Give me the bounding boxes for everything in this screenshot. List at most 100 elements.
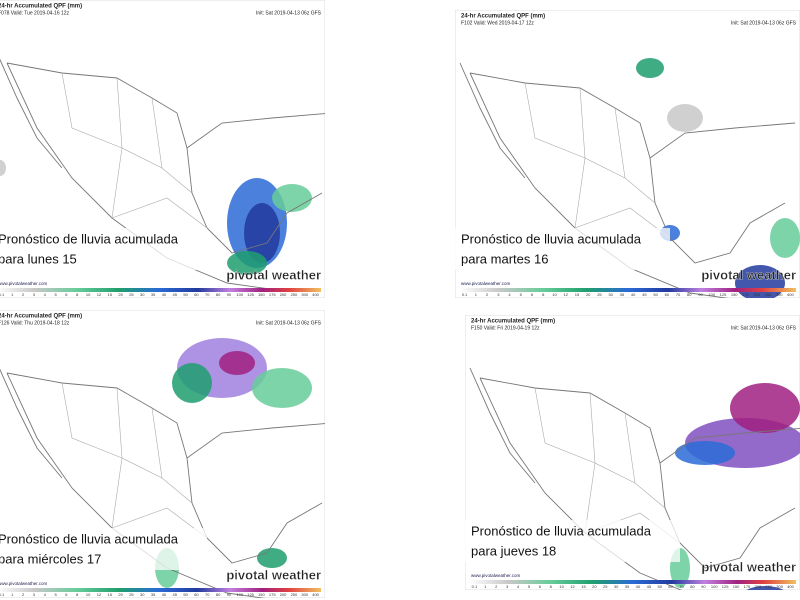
source-url: www.pivotalweather.com [461,281,511,286]
colorbar-label: 4 [44,592,47,597]
rain-area [244,203,280,263]
rain-area [0,160,6,176]
panel-title: 24-hr Accumulated QPF (mm) [0,314,82,320]
colorbar-label: 8 [542,292,545,297]
colorbar-label: 70 [205,292,210,297]
colorbar [469,580,796,584]
colorbar-label: 3 [506,584,509,589]
caption-line: para lunes 15 [0,251,77,266]
rain-area [257,548,287,568]
colorbar-label: 12 [570,584,575,589]
colorbar-label: 4 [508,292,511,297]
colorbar-label: 6 [539,584,542,589]
colorbar-label: 300 [776,584,783,589]
colorbar-label: 6 [65,292,68,297]
colorbar-label: 90 [698,292,703,297]
colorbar-label: 250 [291,292,298,297]
colorbar-label: 30 [614,584,619,589]
map [0,58,325,291]
panel-valid: F102 Valid: Wed 2019-04-17 12z [461,20,534,26]
colorbar-label: 15 [108,292,113,297]
colorbar-label: 70 [205,592,210,597]
colorbar-label: 5 [54,292,57,297]
colorbar-label: 250 [765,292,772,297]
colorbar-label: 250 [765,584,772,589]
colorbar-label: 12 [563,292,568,297]
colorbar-label: 200 [280,592,287,597]
colorbar-label: 125 [722,584,729,589]
colorbar-label: 400 [787,292,794,297]
colorbar-label: 400 [312,292,319,297]
colorbar-label: 45 [647,584,652,589]
colorbar-label: 35 [151,292,156,297]
colorbar-label: 10 [559,584,564,589]
colorbar-label: 15 [581,584,586,589]
colorbar-label: 20 [592,584,597,589]
colorbar-label: 40 [162,592,167,597]
colorbar-label: 2 [486,292,489,297]
colorbar-label: 90 [227,592,232,597]
caption-background [0,228,207,270]
colorbar-label: 12 [97,592,102,597]
colorbar-label: 175 [742,292,749,297]
colorbar-label: 3 [33,292,36,297]
colorbar-label: 250 [291,592,298,597]
panel-valid: F150 Valid: Fri 2019-04-19 12z [471,325,540,331]
colorbar-label: 2 [22,592,25,597]
colorbar-label: 400 [312,592,319,597]
colorbar [0,288,321,292]
colorbar-label: 70 [679,584,684,589]
colorbar-label: 1 [11,292,14,297]
colorbar-label: 100 [708,292,715,297]
colorbar-label: 8 [76,292,79,297]
colorbar-label: 25 [597,292,602,297]
map [469,367,800,590]
colorbar-label: 5 [528,584,531,589]
source-url: www.pivotalweather.com [0,281,48,286]
colorbar-label: 125 [720,292,727,297]
colorbar-label: 80 [690,584,695,589]
colorbar-label: 300 [301,292,308,297]
colorbar-label: 100 [711,584,718,589]
colorbar-label: 200 [753,292,760,297]
colorbar-label: 150 [733,584,740,589]
colorbar-label: 5 [54,592,57,597]
colorbar-label: 90 [227,292,232,297]
colorbar-label: 175 [269,592,276,597]
colorbar-label: 1 [475,292,478,297]
colorbar-label: 10 [552,292,557,297]
panel-init: Init: Sat 2019-04-13 06z GFS [256,320,322,326]
colorbar-label: 175 [269,292,276,297]
colorbar-label: 15 [108,592,113,597]
colorbar-label: 30 [140,592,145,597]
colorbar-label: 0.1 [472,584,478,589]
colorbar-label: 50 [183,292,188,297]
colorbar-label: 60 [668,584,673,589]
colorbar-label: 50 [183,592,188,597]
colorbar-label: 200 [755,584,762,589]
panel-title: 24-hr Accumulated QPF (mm) [471,319,555,325]
colorbar-label: 40 [636,584,641,589]
colorbar-label: 20 [118,292,123,297]
panel-valid: F126 Valid: Thu 2019-04-18 12z [0,320,70,326]
panel-valid: F078 Valid: Tue 2019-04-16 12z [0,10,70,16]
colorbar-label: 20 [118,592,123,597]
caption-line: para jueves 18 [471,543,556,558]
colorbar-label: 80 [216,592,221,597]
colorbar-label: 150 [258,292,265,297]
watermark: pivotal weather [701,559,796,574]
colorbar-label: 3 [33,592,36,597]
colorbar-label: 90 [701,584,706,589]
colorbar-label: 8 [550,584,553,589]
rain-area [675,441,735,465]
colorbar-label: 60 [194,592,199,597]
colorbar-label: 400 [787,584,794,589]
colorbar [459,288,796,292]
colorbar-label: 300 [776,292,783,297]
colorbar-label: 3 [497,292,500,297]
colorbar-label: 50 [653,292,658,297]
colorbar-label: 6 [65,592,68,597]
watermark: pivotal weather [226,567,321,582]
colorbar-label: 150 [731,292,738,297]
